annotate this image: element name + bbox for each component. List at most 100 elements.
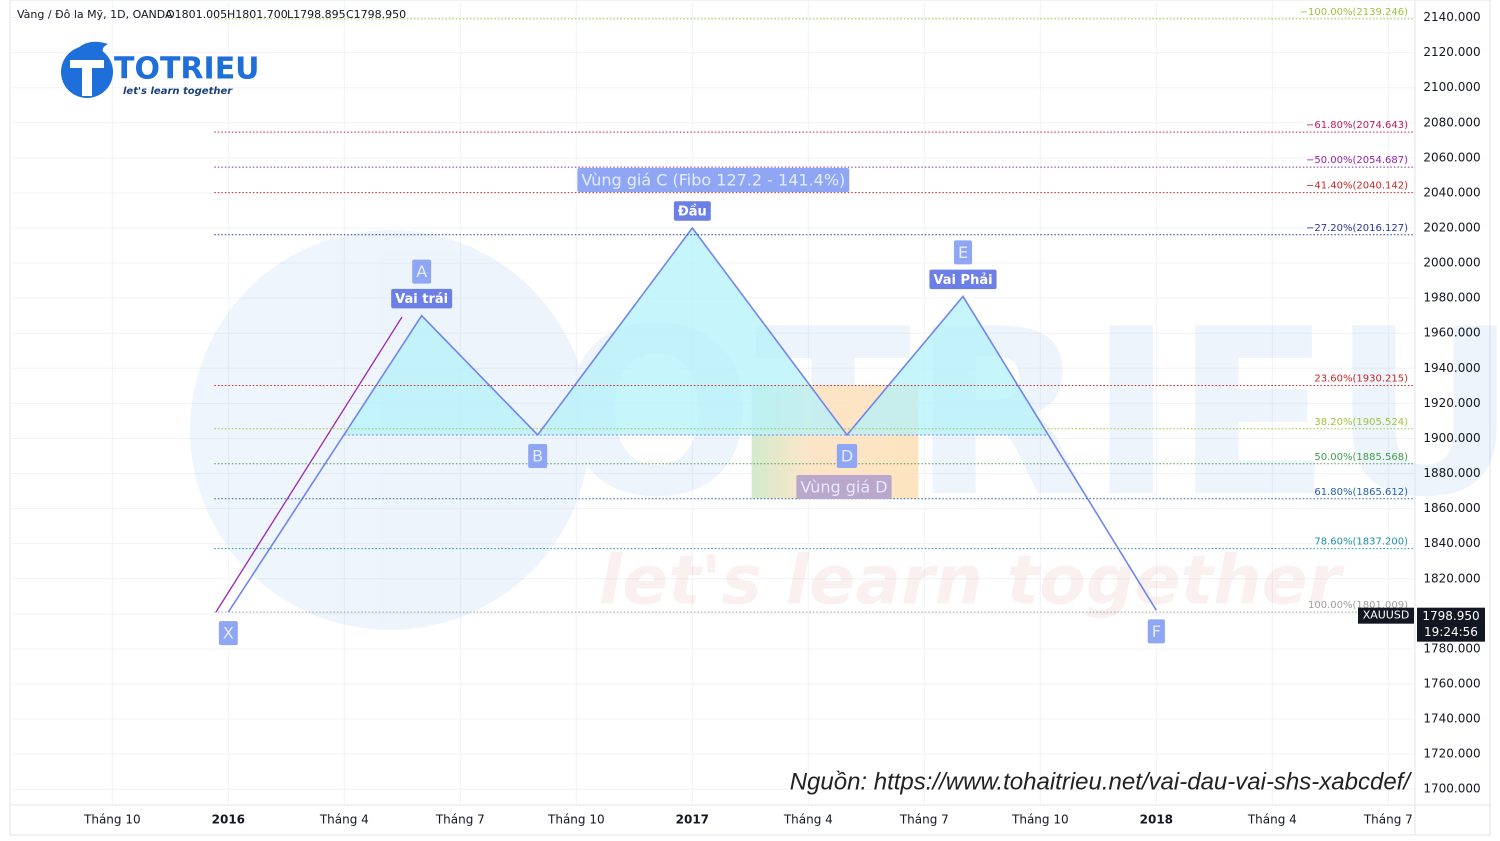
point-label-bg: [836, 443, 858, 468]
pattern-line: [227, 226, 1158, 613]
axes: 1700.000 1720.000 1740.000 1760.000 1780.000…: [83, 10, 1481, 826]
point-label-text: X: [223, 624, 234, 643]
y-tick-label: 2040.000: [1423, 185, 1480, 199]
fib-label: 78.60%(1837.200): [1314, 537, 1408, 548]
x-tick-label: 2018: [1140, 813, 1173, 827]
y-tick-label: 2060.000: [1423, 150, 1480, 164]
y-tick-label: 1780.000: [1423, 641, 1480, 655]
fib-label: 38.20%(1905.524): [1314, 417, 1408, 428]
watermark-slogan: let's learn together: [599, 542, 1346, 621]
header-low: L1798.895: [287, 8, 346, 21]
zone-d-label-bg: [796, 475, 892, 499]
x-tick-label: Tháng 10: [83, 813, 141, 827]
y-tick-label: 1880.000: [1423, 466, 1480, 480]
logo: TOTRIEU let's learn together: [61, 41, 260, 98]
pattern-label: Vai trái: [391, 288, 453, 309]
y-tick-label: 2000.000: [1423, 256, 1480, 270]
fib-label: −41.40%(2040.142): [1306, 181, 1408, 192]
x-tick-label: 2017: [676, 813, 709, 827]
point-label: A: [412, 259, 432, 284]
symbol-tag-text: XAUUSD: [1363, 609, 1410, 622]
fib-label: −100.00%(2139.246): [1300, 7, 1408, 18]
y-tick-label: 2100.000: [1423, 80, 1480, 94]
y-tick-label: 1760.000: [1423, 676, 1480, 690]
point-label-text: E: [958, 243, 968, 262]
point-label-text: D: [841, 446, 853, 465]
price-tag-value: 1798.950: [1422, 609, 1479, 623]
point-label: D: [836, 443, 858, 468]
symbol-tag: [1358, 607, 1414, 624]
point-label: E: [953, 240, 973, 265]
logo-flame: [78, 41, 108, 54]
point-label: X: [218, 621, 238, 646]
pattern-label-bg: [391, 288, 453, 309]
y-tick-label: 1840.000: [1423, 536, 1480, 550]
logo-slogan: let's learn together: [123, 86, 233, 97]
x-tick-label: Tháng 7: [435, 813, 485, 827]
header-high: H1801.700: [227, 8, 288, 21]
x-tick-label: 2016: [212, 813, 245, 827]
fib-label: −27.20%(2016.127): [1306, 223, 1408, 234]
point-label-bg: [412, 259, 432, 284]
zone-c-label: Vùng giá C (Fibo 127.2 - 141.4%): [577, 168, 850, 192]
point-label: B: [528, 443, 548, 468]
price-tag-time: 19:24:56: [1424, 625, 1478, 639]
y-tick-label: 1820.000: [1423, 571, 1480, 585]
y-tick-label: 1900.000: [1423, 431, 1480, 445]
fib-label: 100.00%(1801.009): [1308, 600, 1408, 611]
fib-label: −50.00%(2054.687): [1306, 155, 1408, 166]
y-tick-label: 1860.000: [1423, 501, 1480, 515]
x-tick-label: Tháng 4: [1247, 813, 1297, 827]
logo-name: TOTRIEU: [114, 52, 260, 87]
x-tick-label: Tháng 4: [783, 813, 833, 827]
y-tick-label: 2140.000: [1423, 10, 1480, 24]
point-label-text: A: [416, 262, 427, 281]
fib-label: 23.60%(1930.215): [1314, 373, 1408, 384]
pattern-label-text: Vai Phải: [933, 273, 992, 288]
price-tag: [1417, 607, 1485, 642]
point-label-text: B: [532, 446, 543, 465]
pattern-label-text: Đầu: [678, 204, 707, 219]
fib-label: 50.00%(1885.568): [1314, 452, 1408, 463]
y-tick-label: 2080.000: [1423, 115, 1480, 129]
zone-c-label-bg: [577, 168, 850, 192]
pattern-label-text: Vai trái: [395, 292, 448, 307]
point-label-bg: [1147, 619, 1165, 644]
labels: −100.00%(2139.246) −61.80%(2074.643) −50.0…: [214, 7, 1485, 646]
x-tick-label: Tháng 4: [319, 813, 369, 827]
pattern-label: Đầu: [673, 201, 711, 221]
source: Nguồn: https://www.tohaitrieu.net/vai-da…: [790, 768, 1413, 795]
y-tick-label: 1940.000: [1423, 361, 1480, 375]
pattern-label-bg: [929, 269, 997, 290]
grid: [10, 0, 1415, 805]
x-tick-label: Tháng 10: [1011, 813, 1069, 827]
header: Vàng / Đô la Mỹ, 1D, OANDA O1801.005 H18…: [17, 8, 406, 21]
y-tick-label: 1740.000: [1423, 712, 1480, 726]
y-tick-label: 1980.000: [1423, 291, 1480, 305]
fib-label: −61.80%(2074.643): [1306, 120, 1408, 131]
y-tick-label: 2020.000: [1423, 220, 1480, 234]
x-tick-label: Tháng 7: [899, 813, 949, 827]
point-label-text: F: [1152, 622, 1161, 641]
x-tick-label: Tháng 10: [547, 813, 605, 827]
x-tick-label: Tháng 7: [1363, 813, 1413, 827]
trend-line: [215, 316, 403, 613]
pattern-fill: [228, 227, 1157, 435]
y-tick-label: 2120.000: [1423, 45, 1480, 59]
zone-c-label-text: Vùng giá C (Fibo 127.2 - 141.4%): [581, 171, 845, 190]
zone-d-label: Vùng giá D: [796, 475, 892, 499]
point-label-bg: [953, 240, 973, 265]
point-label-bg: [218, 621, 238, 646]
pattern-label-bg: [673, 201, 711, 221]
logo-t: [70, 60, 104, 96]
zone-d-label-text: Vùng giá D: [800, 478, 887, 497]
point-label: F: [1147, 619, 1165, 644]
y-tick-label: 1920.000: [1423, 396, 1480, 410]
y-tick-label: 1720.000: [1423, 747, 1480, 761]
point-label-bg: [528, 443, 548, 468]
header-symbol: Vàng / Đô la Mỹ, 1D, OANDA: [17, 8, 173, 21]
header-open: O1801.005: [166, 8, 227, 21]
fib-label: 61.80%(1865.612): [1314, 487, 1408, 498]
